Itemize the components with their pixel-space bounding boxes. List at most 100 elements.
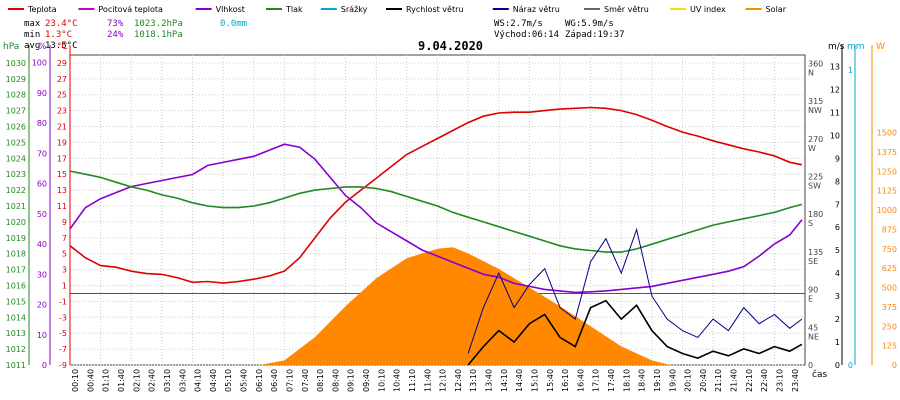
pressure-tick: 1017 [6,266,26,275]
wind-dir-tick: 315 [808,97,823,106]
humidity-tick: 80 [37,119,47,128]
time-tick: 13:40 [485,369,494,392]
wind-dir-label: N [808,68,814,77]
wind-dir-tick: 270 [808,135,823,144]
time-tick: 18:40 [638,369,647,392]
stats-max-temp: 23.4°C [45,19,78,29]
time-tick: 00:10 [71,369,80,392]
humidity-tick: 40 [37,240,47,249]
wind-speed-tick: 9 [835,154,840,163]
temperature-tick: -5 [59,329,67,338]
time-tick: 21:40 [730,369,739,392]
wind-speed-tick: 2 [835,315,840,324]
legend-label: Směr větru [604,5,649,14]
solar-area [259,247,671,365]
temperature-tick: 27 [57,75,67,84]
wind-dir-tick: 45 [808,323,818,332]
humidity-tick: 20 [37,301,47,310]
chart-date: 9.04.2020 [418,39,483,53]
wind-dir-label: S [808,219,813,228]
time-tick: 10:40 [393,369,402,392]
unit-labels: hPa % °C m/s mm W čas [3,42,885,380]
stats-max-label: max [24,19,41,29]
time-tick: 08:10 [316,369,325,392]
humidity-tick: 70 [37,149,47,158]
pressure-tick: 1019 [6,234,26,243]
humidity-tick: 90 [37,89,47,98]
wind-speed-tick: 4 [835,269,840,278]
sunset: Západ:19:37 [565,30,625,40]
pressure-tick: 1025 [6,138,26,147]
series-lines [69,106,803,366]
time-tick: 01:10 [102,369,111,392]
stats-max-rain: 0.0mm [220,19,247,29]
time-tick: 12:40 [454,369,463,392]
stats-max-press: 1023.2hPa [134,19,183,29]
temperature-tick: 29 [57,59,67,68]
temperature-tick: 23 [57,107,67,116]
temperature-tick: -3 [59,313,67,322]
legend-label: Rychlost větru [406,5,463,14]
stats-avg-temp: 13.5°C [45,41,78,51]
time-tick: 17:40 [607,369,616,392]
time-tick: 03:10 [163,369,172,392]
solar-tick: 1250 [877,167,897,176]
wind-speed-tick: 0 [835,361,840,370]
time-tick: 23:40 [791,369,800,392]
series-line-rychlostvtru [467,299,803,366]
temperature-tick: 17 [57,154,67,163]
wind-dir-label: NW [808,106,822,115]
humidity-tick: 0 [42,361,47,370]
time-tick: 00:40 [86,369,95,392]
wind-dir-tick: 90 [808,286,818,295]
temperature-tick: -7 [59,345,67,354]
wind-speed-tick: 12 [830,85,840,94]
humidity-tick: 30 [37,270,47,279]
unit-ms: m/s [828,42,845,52]
wind-wg: WG:5.9m/s [565,19,614,29]
time-tick: 07:10 [285,369,294,392]
pressure-tick: 1027 [6,107,26,116]
time-tick: 05:40 [240,369,249,392]
time-tick: 02:40 [148,369,157,392]
unit-pct: % [38,42,47,52]
time-tick: 06:40 [270,369,279,392]
legend-label: Srážky [341,5,368,14]
unit-hpa: hPa [3,42,19,52]
wind-dir-tick: 360 [808,59,823,68]
legend-label: UV index [690,5,726,14]
time-tick: 16:10 [561,369,570,392]
humidity-tick: 100 [32,59,47,68]
time-tick: 05:10 [224,369,233,392]
time-tick: 11:10 [408,369,417,392]
temperature-tick: 25 [57,91,67,100]
legend-label: Náraz větru [513,5,560,14]
series-line-nrazvtru [467,227,803,354]
time-tick: 04:40 [209,369,218,392]
wind-speed-tick: 7 [835,200,840,209]
time-tick: 10:10 [377,369,386,392]
solar-tick: 875 [882,225,897,234]
time-tick: 14:40 [515,369,524,392]
solar-tick: 1500 [877,129,897,138]
wind-dir-tick: 135 [808,248,823,257]
time-tick: 09:10 [347,369,356,392]
wind-speed-tick: 11 [830,108,840,117]
solar-tick: 1000 [877,206,897,215]
humidity-tick: 10 [37,331,47,340]
time-tick: 08:40 [331,369,340,392]
unit-time: čas [812,369,827,380]
pressure-tick: 1023 [6,170,26,179]
wind-dir-label: W [808,144,816,153]
wind-speed-tick: 10 [830,131,840,140]
pressure-tick: 1022 [6,186,26,195]
time-tick: 15:10 [530,369,539,392]
wind-speed-tick: 1 [835,338,840,347]
legend: Teplota Pocitová teplota Vlhkost Tlak Srážky… [8,5,787,14]
legend-label: Tlak [285,5,303,14]
temperature-tick: 21 [57,123,67,132]
solar-tick: 250 [882,322,897,331]
time-tick: 04:10 [194,369,203,392]
pressure-tick: 1015 [6,297,26,306]
